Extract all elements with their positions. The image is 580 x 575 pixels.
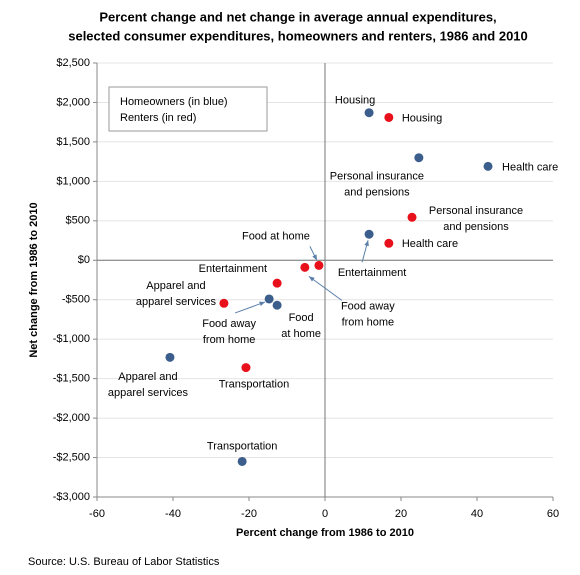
point-label: Food away	[202, 318, 256, 330]
chart-title: selected consumer expenditures, homeowne…	[68, 28, 528, 43]
y-tick-label: $0	[78, 254, 90, 266]
point-label: from home	[203, 334, 256, 346]
point-label: Food	[289, 312, 314, 324]
y-tick-label: -$2,500	[53, 451, 90, 463]
arrow-head	[312, 254, 317, 261]
point	[165, 352, 175, 362]
y-tick-label: $1,000	[56, 175, 90, 187]
y-axis-title: Net change from 1986 to 2010	[28, 202, 40, 357]
point	[384, 112, 394, 122]
x-tick-label: 0	[322, 508, 328, 520]
point	[237, 456, 247, 466]
y-tick-label: -$1,500	[53, 373, 90, 385]
x-tick-label: -40	[165, 508, 181, 520]
point	[364, 108, 374, 118]
point-label: from home	[342, 316, 395, 328]
point-label: Apparel and	[146, 280, 205, 292]
y-tick-label: -$2,000	[53, 412, 90, 424]
point	[300, 262, 310, 272]
point	[364, 229, 374, 239]
y-tick-label: -$1,000	[53, 333, 90, 345]
x-tick-label: 60	[547, 508, 559, 520]
point	[272, 278, 282, 288]
legend-entry: Renters (in red)	[120, 112, 196, 124]
x-tick-label: 20	[395, 508, 407, 520]
arrow-head	[259, 301, 266, 307]
chart-title: Percent change and net change in average…	[99, 9, 496, 24]
point-label: Food at home	[242, 230, 310, 242]
point-label: and pensions	[344, 187, 410, 199]
point	[483, 161, 493, 171]
y-tick-label: -$500	[62, 294, 90, 306]
point-label: Transportation	[207, 440, 278, 452]
y-tick-label: -$3,000	[53, 491, 90, 503]
point-label: at home	[281, 328, 321, 340]
point	[241, 363, 251, 373]
x-tick-label: 40	[471, 508, 483, 520]
legend-entry: Homeowners (in blue)	[120, 96, 228, 108]
point	[264, 294, 274, 304]
point-label: Personal insurance	[429, 205, 523, 217]
point	[384, 238, 394, 248]
point-label: Apparel and	[118, 371, 177, 383]
y-tick-label: $500	[66, 215, 90, 227]
x-tick-label: -60	[89, 508, 105, 520]
point-label: apparel services	[108, 387, 189, 399]
arrow-head	[364, 240, 369, 247]
point-label: Food away	[341, 300, 395, 312]
y-tick-label: $2,000	[56, 96, 90, 108]
point	[414, 153, 424, 163]
point-label: apparel services	[136, 296, 217, 308]
point-label: Transportation	[219, 378, 290, 390]
x-axis-title: Percent change from 1986 to 2010	[236, 527, 414, 539]
legend-box	[108, 86, 268, 132]
point-label: Health care	[502, 161, 558, 173]
arrow-head	[308, 276, 315, 282]
point	[407, 212, 417, 222]
point-label: and pensions	[443, 221, 509, 233]
source: Source: U.S. Bureau of Labor Statistics	[28, 556, 220, 568]
x-tick-label: -20	[241, 508, 257, 520]
point-label: Health care	[402, 238, 458, 250]
point-label: Entertainment	[338, 267, 406, 279]
point	[219, 298, 229, 308]
point	[314, 260, 324, 270]
point-label: Housing	[335, 95, 375, 107]
y-tick-label: $2,500	[56, 57, 90, 69]
point-label: Entertainment	[199, 263, 267, 275]
y-tick-label: $1,500	[56, 136, 90, 148]
point-label: Housing	[402, 112, 442, 124]
point-label: Personal insurance	[330, 171, 424, 183]
label-arrow	[308, 275, 343, 301]
point	[272, 300, 282, 310]
